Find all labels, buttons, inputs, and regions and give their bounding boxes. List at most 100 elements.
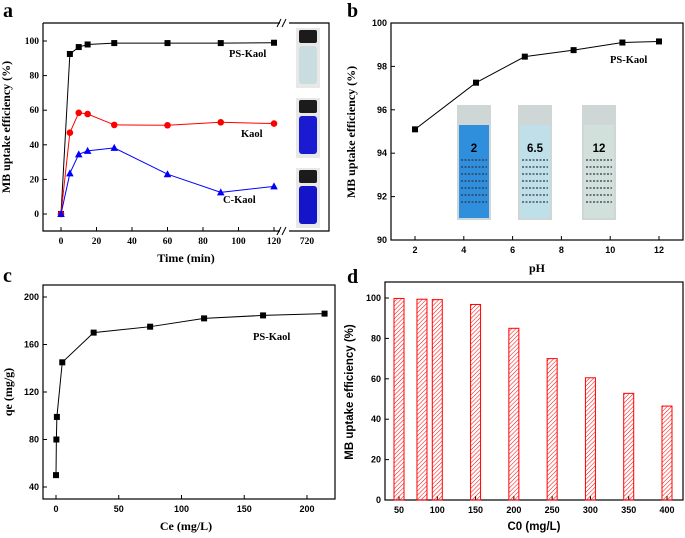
d-y-axis-label: MB uptake efficiency (%) [344, 324, 356, 460]
a-x-tick-label: 120 [267, 237, 282, 247]
a-y-tick-label: 100 [25, 37, 40, 47]
b-y-axis-label: MB uptake efficiency (%) [344, 66, 358, 198]
d-x-tick-label: 150 [468, 505, 483, 515]
panel-label-a: a [3, 0, 13, 22]
c-series-label: PS-Kaol [253, 332, 290, 343]
d-x-tick-label: 300 [583, 505, 598, 515]
d-x-tick-label: 50 [394, 505, 404, 515]
a-series-line-C-Kaol [60, 147, 275, 215]
b-series-line [414, 40, 660, 130]
d-y-tick-label: 20 [371, 455, 381, 465]
a-y-axis-label: MB uptake efficiency (%) [0, 61, 13, 193]
c-point [201, 315, 208, 322]
d-bar-150 [470, 303, 482, 501]
a-y-tick-label: 60 [30, 106, 40, 116]
a-y-tick-label: 0 [34, 210, 39, 220]
a-y-tick-label: 40 [30, 141, 40, 151]
a-x-tick-label: 20 [92, 237, 102, 247]
a-x-tick-label: 40 [127, 237, 137, 247]
vial-cap [299, 30, 317, 43]
c-x-tick-label: 100 [174, 504, 189, 514]
d-bar-350 [623, 392, 635, 501]
b-point [473, 79, 479, 86]
c-point [59, 359, 66, 366]
c-x-tick-label: 50 [114, 504, 124, 514]
cuvette-solution [459, 125, 489, 218]
d-bar-400 [661, 405, 673, 501]
vial-cap [299, 100, 317, 113]
d-y-tick-label: 0 [376, 495, 381, 505]
cuvette-solution [584, 125, 614, 218]
a-point-PS-Kaol [66, 50, 73, 57]
a-point-Kaol [217, 119, 225, 126]
a-point-PS-Kaol [111, 40, 118, 47]
b-series-label: PS-Kaol [610, 55, 647, 66]
d-x-tick-label: 400 [659, 505, 674, 515]
d-y-tick-label: 60 [371, 374, 381, 384]
b-point [656, 38, 662, 45]
a-point-C-Kaol [83, 146, 92, 154]
b-point [521, 53, 528, 60]
c-y-tick-label: 80 [29, 435, 39, 445]
a-x-tick-label-break: 720 [300, 237, 315, 247]
b-x-tick-label: 6 [510, 245, 515, 255]
c-x-axis-label: Ce (mg/L) [160, 519, 212, 533]
a-x-tick-label: 80 [198, 237, 208, 247]
c-y-tick-label: 40 [29, 482, 39, 492]
b-x-axis-label: pH [529, 261, 546, 275]
b-x-tick-label: 2 [412, 245, 417, 255]
c-x-tick-label: 150 [237, 504, 252, 514]
c-y-tick-label: 200 [24, 292, 39, 302]
d-bar-50 [393, 297, 405, 501]
vial-solution [299, 46, 317, 84]
b-y-tick-label: 94 [377, 148, 387, 158]
a-axes-frame [42, 22, 330, 232]
d-x-tick-label: 350 [621, 505, 636, 515]
vial-cap [299, 170, 317, 183]
a-series-label: PS-Kaol [229, 49, 266, 60]
d-x-axis-label: C0 (mg/L) [507, 521, 560, 533]
panel-label-c: c [3, 265, 12, 287]
a-point-PS-Kaol [217, 40, 224, 47]
a-point-PS-Kaol [271, 39, 277, 46]
panel-label-d: d [347, 266, 358, 288]
vial-solution [299, 116, 317, 154]
a-point-Kaol [164, 121, 171, 129]
a-point-C-Kaol [74, 150, 83, 158]
d-bar-250 [546, 358, 558, 501]
c-point [90, 329, 97, 336]
a-point-Kaol [84, 110, 91, 118]
c-y-tick-label: 160 [24, 340, 39, 350]
a-x-axis-label: Time (min) [157, 251, 214, 265]
a-x-tick-label: 60 [163, 237, 173, 247]
cuvette-solution [520, 125, 550, 218]
d-bar-200 [508, 327, 520, 501]
b-point [412, 126, 418, 133]
c-axes-frame [42, 284, 336, 500]
a-series-label: Kaol [241, 129, 263, 140]
d-bar-80 [416, 298, 428, 501]
c-point [53, 436, 60, 443]
a-point-C-Kaol [110, 143, 119, 151]
d-x-tick-label: 200 [506, 505, 521, 515]
b-x-tick-label: 10 [605, 245, 615, 255]
a-point-C-Kaol [270, 182, 278, 190]
d-bar-300 [584, 377, 596, 501]
c-point [53, 472, 59, 479]
a-series-label: C-Kaol [223, 195, 256, 206]
d-y-tick-label: 40 [371, 414, 381, 424]
vial-solution [299, 186, 317, 224]
a-x-tick-label: 0 [59, 237, 64, 247]
a-point-Kaol [75, 109, 83, 117]
c-y-axis-label: qe (mg/g) [1, 368, 15, 416]
b-y-tick-label: 90 [377, 235, 387, 245]
a-point-PS-Kaol [164, 40, 171, 47]
panel-label-b: b [347, 0, 358, 22]
cuvette-ph-label: 6.5 [527, 143, 544, 155]
c-point [147, 323, 154, 330]
b-x-tick-label: 4 [461, 245, 466, 255]
a-series-line-Kaol [60, 112, 275, 215]
b-y-tick-label: 100 [372, 18, 387, 28]
a-point-Kaol [110, 121, 118, 129]
